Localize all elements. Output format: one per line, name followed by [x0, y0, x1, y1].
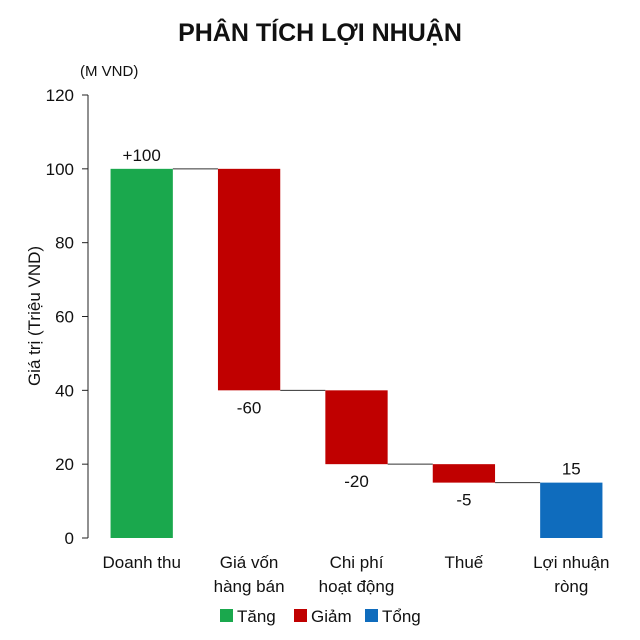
y-axis-label: Giá trị (Triệu VND) — [25, 246, 44, 386]
category-label-5: Lợi nhuận — [533, 553, 609, 572]
y-tick-label: 40 — [55, 381, 74, 400]
y-tick-label: 100 — [46, 160, 74, 179]
data-label-1: +100 — [123, 146, 161, 165]
category-label-1: Doanh thu — [102, 553, 180, 572]
category-label-5: ròng — [554, 577, 588, 596]
bar-5 — [540, 482, 603, 538]
data-label-layer: +100 -60 -20 -5 15 — [123, 146, 581, 510]
chart-title: PHÂN TÍCH LỢI NHUẬN — [178, 17, 462, 47]
bar-4 — [432, 464, 496, 483]
legend-label-3: Tổng — [382, 607, 421, 626]
category-label-2: hàng bán — [214, 577, 285, 596]
category-label-layer: Doanh thu Giá vốn hàng bán Chi phí hoạt động… — [102, 553, 609, 596]
legend-label-1: Tăng — [237, 607, 276, 626]
y-tick-label: 60 — [55, 308, 74, 327]
legend-swatch-2 — [294, 609, 307, 622]
legend: Tăng Giảm Tổng — [220, 607, 421, 626]
connector-layer — [172, 168, 541, 484]
legend-label-2: Giảm — [311, 607, 352, 626]
data-label-3: -20 — [344, 472, 369, 491]
data-label-5: 15 — [562, 460, 581, 479]
legend-swatch-1 — [220, 609, 233, 622]
data-label-2: -60 — [237, 398, 262, 417]
y-tick-label: 120 — [46, 86, 74, 105]
legend-swatch-3 — [365, 609, 378, 622]
bar-1 — [110, 168, 173, 539]
bar-3 — [325, 390, 388, 465]
y-tick-label: 80 — [55, 234, 74, 253]
bar-layer — [110, 168, 603, 539]
data-label-4: -5 — [456, 491, 471, 510]
category-label-2: Giá vốn — [220, 553, 279, 572]
category-label-3: hoạt động — [319, 577, 395, 596]
category-label-3: Chi phí — [330, 553, 384, 572]
category-label-4: Thuế — [445, 553, 484, 572]
unit-label: (M VND) — [80, 63, 138, 80]
bar-2 — [217, 168, 281, 391]
y-tick-label: 20 — [55, 455, 74, 474]
y-tick-label: 0 — [65, 529, 74, 548]
axis-layer: 0 20 40 60 80 100 120 — [46, 86, 89, 548]
